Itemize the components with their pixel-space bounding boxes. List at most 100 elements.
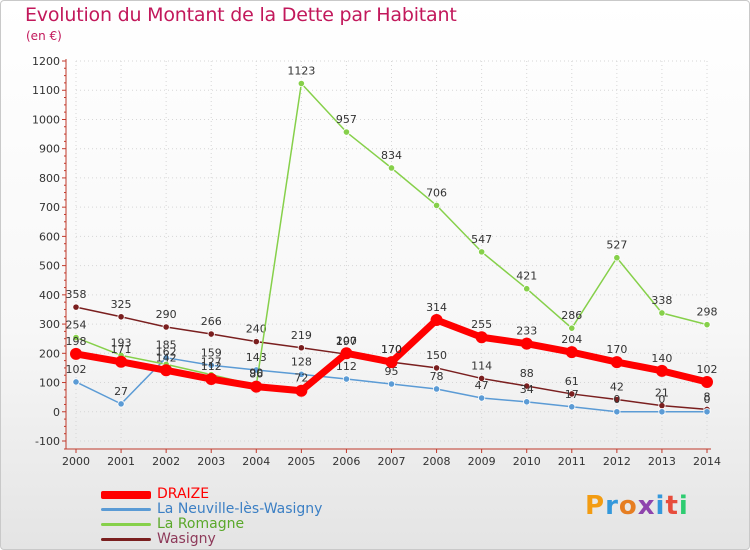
legend-label-la-neuville: La Neuville-lès-Wasigny — [157, 501, 323, 517]
y-tick-label: 800 — [39, 172, 60, 185]
x-tick-label: 2002 — [152, 455, 180, 468]
logo-letter: i — [678, 491, 689, 521]
data-label-la-romagne: 834 — [381, 149, 402, 162]
data-point-la-neuville-l-s-wasigny — [297, 370, 305, 378]
data-label-la-romagne: 338 — [651, 294, 672, 307]
data-point-la-neuville-l-s-wasigny — [523, 398, 531, 406]
x-tick-label: 2009 — [468, 455, 496, 468]
data-label-draize: 72 — [294, 372, 308, 385]
data-point-la-romagne — [297, 79, 305, 88]
data-point-draize — [475, 331, 488, 344]
data-point-draize — [610, 356, 623, 369]
data-point-wasigny — [72, 303, 80, 311]
data-point-draize — [250, 380, 263, 393]
data-label-la-romagne: 421 — [516, 270, 537, 283]
data-point-la-neuville-l-s-wasigny — [478, 394, 486, 402]
data-label-la-neuville-l-s-wasigny: 27 — [114, 385, 128, 398]
data-point-draize — [385, 356, 398, 369]
data-point-la-romagne — [613, 254, 621, 262]
logo-letter: P — [585, 491, 606, 521]
data-label-la-neuville-l-s-wasigny: 185 — [156, 339, 177, 352]
logo-letter: r — [605, 491, 619, 521]
y-tick-label: 400 — [39, 289, 60, 302]
data-point-la-romagne — [523, 285, 531, 293]
data-label-la-romagne: 254 — [66, 319, 87, 332]
data-label-la-romagne: 90 — [249, 366, 263, 379]
data-label-la-neuville-l-s-wasigny: 17 — [565, 388, 579, 401]
data-point-wasigny — [523, 382, 531, 390]
chart-title: Evolution du Montant de la Dette par Hab… — [25, 4, 457, 26]
data-label-la-romagne: 1123 — [287, 65, 315, 78]
x-tick-label: 2012 — [603, 455, 631, 468]
legend-item-la-romagne: La Romagne — [101, 517, 322, 532]
data-label-draize: 198 — [66, 335, 87, 348]
data-point-la-neuville-l-s-wasigny — [703, 408, 711, 416]
data-label-wasigny: 88 — [520, 367, 534, 380]
data-label-draize: 204 — [561, 333, 582, 346]
logo-letter: x — [637, 491, 656, 521]
data-point-wasigny — [432, 364, 441, 372]
logo-letter: t — [665, 491, 679, 521]
legend-swatch-la-neuville — [101, 508, 151, 511]
data-point-la-romagne — [703, 321, 711, 329]
y-tick-label: 0 — [53, 406, 60, 419]
legend-item-draize: DRAIZE — [101, 487, 322, 502]
data-label-la-neuville-l-s-wasigny: 0 — [658, 393, 665, 406]
data-label-la-romagne: 547 — [471, 233, 492, 246]
data-label-wasigny: 150 — [426, 349, 447, 362]
y-tick-label: 900 — [39, 143, 60, 156]
data-point-wasigny — [297, 344, 305, 352]
data-point-wasigny — [613, 395, 621, 404]
data-point-wasigny — [252, 338, 260, 346]
data-point-la-neuville-l-s-wasigny — [568, 403, 576, 411]
data-label-wasigny: 325 — [111, 298, 132, 311]
data-point-la-neuville-l-s-wasigny — [613, 408, 621, 416]
data-point-draize — [160, 364, 173, 377]
data-point-la-romagne — [387, 164, 396, 172]
data-point-la-neuville-l-s-wasigny — [117, 400, 125, 408]
data-label-draize: 200 — [336, 334, 357, 347]
data-label-la-neuville-l-s-wasigny: 159 — [201, 346, 222, 359]
data-label-wasigny: 266 — [201, 315, 222, 328]
data-point-draize — [70, 347, 82, 360]
x-tick-label: 2004 — [242, 455, 270, 468]
data-label-wasigny: 8 — [704, 390, 711, 403]
data-label-draize: 140 — [651, 352, 672, 365]
data-label-la-romagne: 286 — [561, 309, 582, 322]
data-label-draize: 255 — [471, 318, 492, 331]
data-point-draize — [701, 375, 713, 388]
y-tick-label: 300 — [39, 318, 60, 331]
data-point-la-neuville-l-s-wasigny — [342, 375, 351, 383]
data-label-la-neuville-l-s-wasigny: 34 — [520, 383, 534, 396]
data-label-wasigny: 42 — [610, 380, 624, 393]
y-tick-label: 600 — [39, 230, 60, 243]
data-point-la-neuville-l-s-wasigny — [387, 380, 396, 388]
proxiti-logo: Proxiti — [585, 491, 689, 521]
data-label-wasigny: 21 — [655, 387, 669, 400]
y-tick-label: 700 — [39, 201, 60, 214]
data-point-draize — [430, 313, 443, 326]
x-tick-label: 2014 — [693, 455, 721, 468]
data-label-draize: 102 — [697, 363, 718, 376]
x-tick-label: 2008 — [423, 455, 451, 468]
legend-label-la-romagne: La Romagne — [157, 516, 245, 532]
data-label-wasigny: 290 — [156, 308, 177, 321]
data-point-wasigny — [207, 330, 215, 338]
data-label-la-romagne: 127 — [201, 356, 222, 369]
data-point-la-neuville-l-s-wasigny — [72, 378, 80, 386]
data-point-la-neuville-l-s-wasigny — [658, 408, 666, 416]
y-tick-label: 200 — [39, 347, 60, 360]
data-label-wasigny: 197 — [336, 335, 357, 348]
data-label-la-romagne: 527 — [606, 239, 627, 252]
data-point-draize — [115, 355, 128, 368]
data-label-wasigny: 61 — [565, 375, 579, 388]
data-point-la-romagne — [432, 201, 441, 209]
data-label-draize: 170 — [381, 343, 402, 356]
data-label-la-neuville-l-s-wasigny: 0 — [704, 393, 711, 406]
data-point-draize — [655, 364, 668, 377]
data-point-la-neuville-l-s-wasigny — [207, 361, 215, 369]
chart-unit-subtitle: (en €) — [26, 29, 62, 43]
x-tick-label: 2006 — [332, 455, 360, 468]
logo-letter: o — [618, 491, 638, 521]
